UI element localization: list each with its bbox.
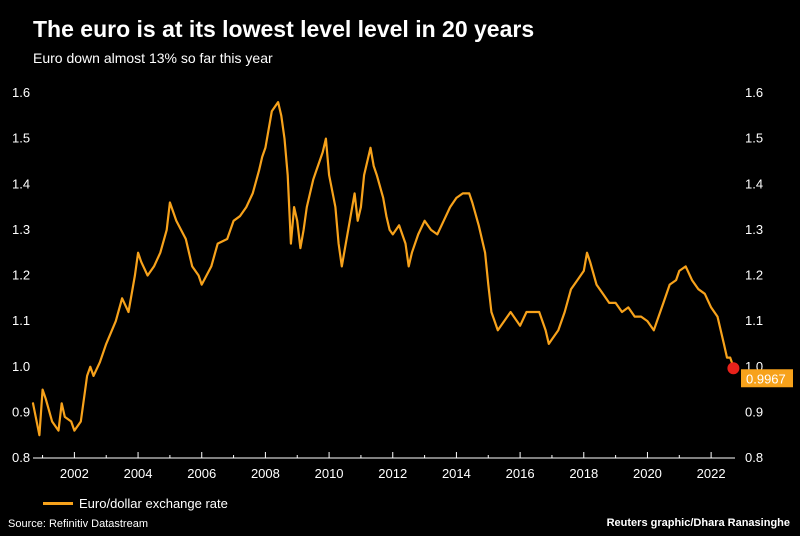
y-tick-label-left: 0.8 <box>12 450 30 465</box>
y-tick-label-left: 1.2 <box>12 268 30 283</box>
series-line-euro-dollar <box>31 101 735 437</box>
latest-value-marker <box>727 362 740 375</box>
legend: Euro/dollar exchange rate <box>43 496 228 511</box>
y-tick-label-right: 1.3 <box>745 222 763 237</box>
y-tick-label-left: 1.0 <box>12 359 30 374</box>
y-tick-label-left: 1.4 <box>12 176 30 191</box>
x-tick-label: 2018 <box>569 466 598 481</box>
y-tick-label-right: 1.6 <box>745 85 763 100</box>
latest-value-badge <box>741 369 793 388</box>
y-tick-label-right: 0.9 <box>745 404 763 419</box>
x-tick-label: 2004 <box>124 466 153 481</box>
y-tick-label-right: 1.5 <box>745 131 763 146</box>
x-tick-label: 2006 <box>187 466 216 481</box>
latest-value-label: 0.9967 <box>746 371 786 386</box>
plot-area: 0.9967 <box>31 101 793 437</box>
x-tick-label: 2008 <box>251 466 280 481</box>
y-tick-label-right: 1.2 <box>745 268 763 283</box>
y-tick-label-left: 1.5 <box>12 131 30 146</box>
chart-title: The euro is at its lowest level level in… <box>33 16 535 42</box>
chart-subtitle: Euro down almost 13% so far this year <box>33 50 273 66</box>
graphic-credit: Reuters graphic/Dhara Ranasinghe <box>606 517 790 529</box>
x-tick-label: 2016 <box>506 466 535 481</box>
y-tick-label-left: 1.3 <box>12 222 30 237</box>
y-tick-label-left: 1.6 <box>12 85 30 100</box>
x-tick-label: 2020 <box>633 466 662 481</box>
x-tick-label: 2002 <box>60 466 89 481</box>
y-tick-label-left: 0.9 <box>12 404 30 419</box>
legend-label: Euro/dollar exchange rate <box>79 496 228 511</box>
x-axis: 2002 2004 2006 2008 2010 2012 2014 2016 2018 2020… <box>33 452 735 481</box>
x-tick-label: 2010 <box>315 466 344 481</box>
y-axis-right: 0.80.91.01.11.21.31.41.51.6 <box>745 85 763 465</box>
x-tick-label: 2012 <box>378 466 407 481</box>
y-tick-label-left: 1.1 <box>12 313 30 328</box>
legend-swatch <box>43 502 73 505</box>
y-tick-label-right: 1.1 <box>745 313 763 328</box>
source-note: Source: Refinitiv Datastream <box>8 518 148 530</box>
y-tick-label-right: 0.8 <box>745 450 763 465</box>
x-tick-label: 2022 <box>697 466 726 481</box>
y-axis-left: 0.8 0.9 1.0 1.1 1.2 1.3 1.4 1.5 1.6 <box>12 85 30 465</box>
y-tick-label-right: 1.4 <box>745 176 763 191</box>
x-tick-label: 2014 <box>442 466 471 481</box>
